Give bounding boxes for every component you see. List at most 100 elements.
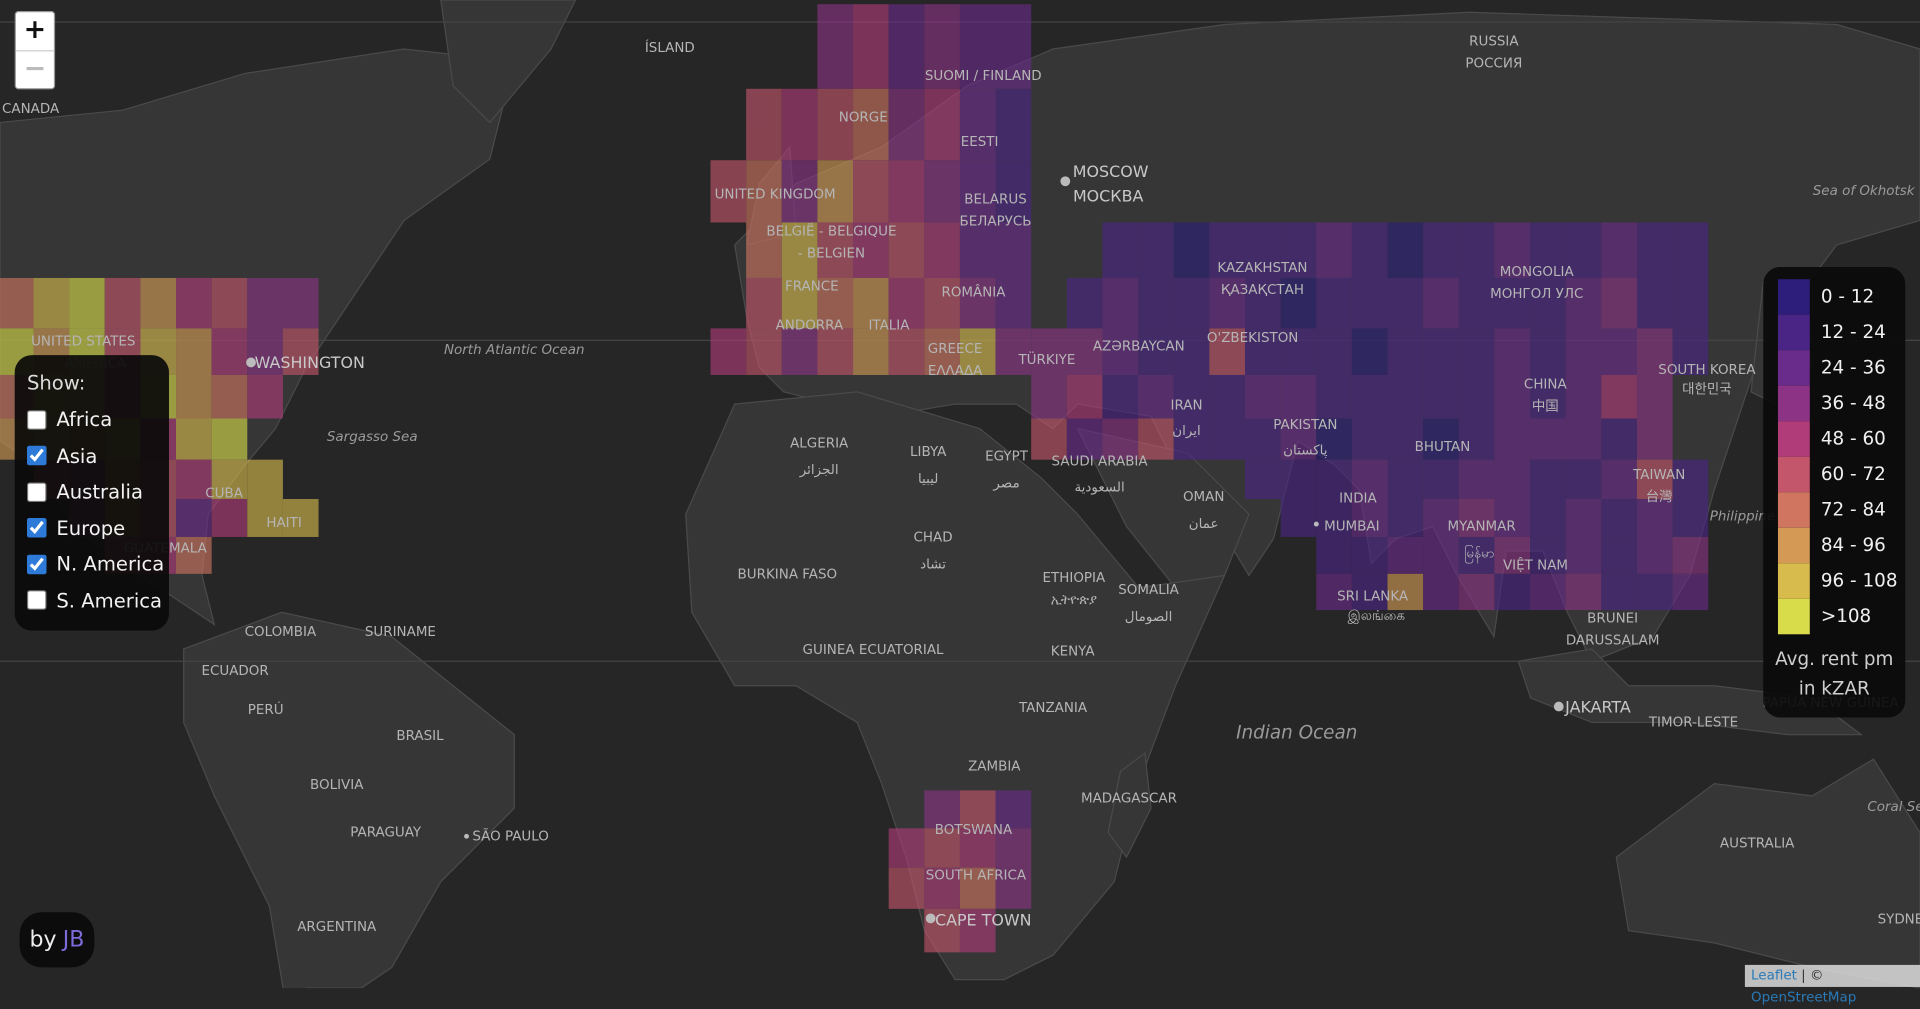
place-label: JAKARTA [1564, 697, 1631, 716]
checkbox[interactable] [26, 481, 47, 502]
heat-cell [995, 328, 1032, 375]
place-label: PERÚ [248, 700, 284, 718]
heat-cell [888, 222, 925, 278]
heat-cell [1316, 222, 1352, 278]
place-label: РОССИЯ [1465, 57, 1522, 72]
heat-cell [1636, 499, 1673, 537]
zoom-control: + − [14, 11, 56, 90]
legend-label: 0 - 12 [1821, 287, 1874, 308]
heat-cell [959, 4, 996, 89]
place-label: IRAN [1171, 398, 1203, 413]
place-label: BHUTAN [1415, 440, 1471, 455]
capital-marker [925, 913, 936, 924]
heat-cell [1423, 573, 1459, 611]
checkbox[interactable] [26, 590, 47, 610]
heat-cell [1672, 536, 1709, 574]
heat-cell [1672, 573, 1709, 611]
filter-label: N. America [56, 552, 165, 576]
credit-name: JB [62, 926, 85, 953]
place-label: TANZANIA [1018, 701, 1088, 716]
heat-cell [817, 277, 854, 329]
heat-cell [247, 499, 283, 537]
heat-cell [1245, 277, 1281, 329]
heat-cell [1636, 277, 1673, 329]
heat-cell [1209, 374, 1246, 419]
heat-cell [995, 277, 1032, 329]
heat-cell [817, 222, 854, 278]
heat-cell [781, 222, 818, 278]
heat-cell [995, 4, 1032, 89]
heat-cell [1209, 222, 1246, 278]
place-label: இலங்கை [1348, 609, 1405, 624]
zoom-in[interactable]: + [23, 14, 47, 46]
checkbox[interactable] [26, 554, 47, 574]
heat-cell [1245, 374, 1281, 419]
heat-cell [924, 4, 960, 89]
place-label: KENYA [1051, 644, 1096, 659]
heat-cell [1601, 459, 1637, 500]
heat-cell [1351, 374, 1388, 419]
heat-cell [888, 4, 925, 89]
legend-swatch [1777, 350, 1810, 386]
place-label: السعودية [1074, 480, 1124, 495]
place-label: SOUTH KOREA [1658, 363, 1756, 378]
city-markers [246, 176, 1564, 924]
heat-cell [176, 499, 212, 537]
filter-label: Africa [56, 407, 113, 432]
heat-cell [1565, 573, 1602, 611]
heat-cell [959, 88, 996, 161]
heat-cell [1102, 328, 1139, 375]
heat-cell [888, 828, 925, 868]
place-label: VIỆT NAM [1503, 556, 1568, 574]
heat-cell [1245, 418, 1281, 460]
heat-cell [1316, 418, 1352, 460]
heat-cell [1565, 374, 1602, 419]
heat-cell [1636, 222, 1673, 278]
place-label: MADAGASCAR [1081, 791, 1177, 806]
place-label: WASHINGTON [255, 353, 365, 372]
heat-cell [1601, 374, 1637, 419]
heat-cell [1351, 573, 1388, 611]
osm-link[interactable]: OpenStreetMap [1751, 989, 1857, 1006]
checkbox[interactable] [26, 517, 47, 538]
place-label: ANDORRA [776, 319, 844, 334]
heat-cell [1387, 418, 1424, 460]
heat-cell [104, 277, 141, 329]
zoom-out[interactable]: − [15, 50, 54, 89]
heat-cell [1351, 459, 1388, 500]
heat-cell [1601, 499, 1637, 537]
place-label: SÃO PAULO [472, 827, 549, 844]
place-label: DARUSSALAM [1566, 633, 1660, 648]
legend-swatch [1777, 598, 1810, 635]
checkbox[interactable] [26, 445, 47, 466]
capital-marker [246, 357, 256, 368]
leaflet-link[interactable]: Leaflet [1751, 967, 1797, 984]
place-label: COLOMBIA [245, 625, 317, 640]
heat-cell [1530, 499, 1566, 537]
place-label: ROMÂNIA [941, 283, 1006, 301]
legend-swatch [1777, 421, 1810, 457]
heat-cell [817, 160, 854, 223]
heat-cell [211, 499, 248, 537]
checkbox[interactable] [26, 409, 47, 430]
heat-cell [1494, 418, 1531, 460]
heat-cell [1138, 277, 1174, 329]
place-label: SOUTH AFRICA [926, 869, 1027, 884]
heat-cell [1387, 277, 1424, 329]
heat-cell [1316, 328, 1352, 375]
filter-label: S. America [56, 588, 163, 612]
place-label: БЕЛАРУСЬ [960, 215, 1032, 230]
heat-cell [1530, 573, 1566, 611]
heat-cell [1601, 536, 1637, 574]
place-label: BELARUS [964, 193, 1026, 208]
heat-cell [817, 328, 854, 375]
heat-cell [0, 277, 34, 329]
filter-label: Europe [56, 516, 126, 540]
place-label: BRUNEI [1587, 611, 1638, 626]
heat-cell [1387, 573, 1424, 611]
place-label: GUINEA ECUATORIAL [803, 643, 945, 658]
heat-cell [1138, 374, 1174, 419]
place-label: EESTI [961, 135, 999, 150]
place-label: الصومال [1125, 610, 1173, 625]
